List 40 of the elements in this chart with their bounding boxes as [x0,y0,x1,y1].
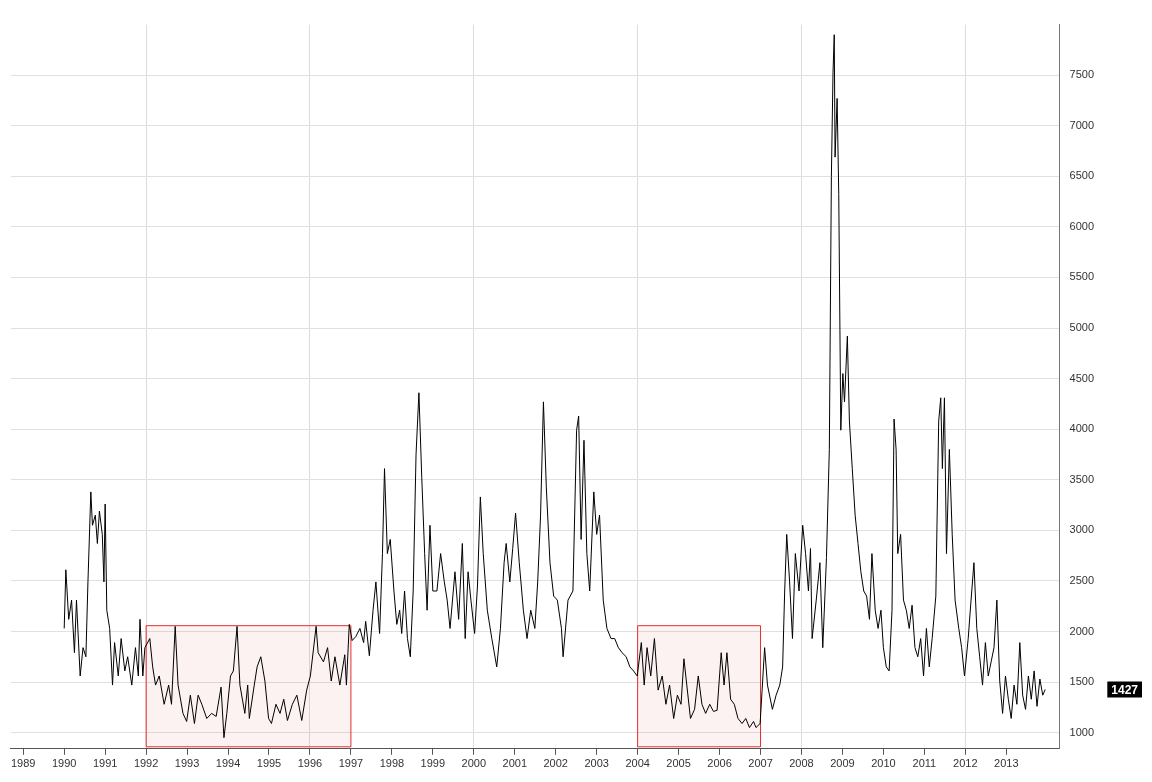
y-tick-label: 4500 [1069,371,1095,384]
x-tick-label: 2006 [707,757,732,770]
x-tick-label: 1995 [256,757,282,770]
x-tick-label: 2002 [543,757,568,770]
y-tick-label: 2500 [1069,573,1095,586]
y-tick-label: 7000 [1069,118,1095,131]
x-tick-label: 1993 [174,757,200,770]
y-tick-label: 7500 [1069,68,1095,81]
x-tick-label: 2005 [666,757,691,770]
y-tick-label: 1000 [1069,725,1095,738]
x-tick-label: 2000 [461,757,487,770]
y-tick-label: 5500 [1069,270,1095,283]
x-tick-label: 1992 [133,757,159,770]
x-tick-label: 2008 [789,757,814,770]
x-tick-label: 2007 [748,757,773,770]
text: 1427 [1111,682,1139,697]
y-tick-label: 4000 [1069,422,1095,435]
x-tick-label: 1990 [51,757,77,770]
x-tick-label: 2010 [871,757,896,770]
x-tick-label: 2004 [625,757,650,770]
y-tick-label: 5000 [1069,321,1095,334]
x-tick-label: 1997 [338,757,364,770]
x-tick-label: 1999 [420,757,446,770]
x-tick-label: 1996 [297,757,323,770]
y-tick-label: 6000 [1069,219,1095,232]
y-tick-label: 3500 [1069,472,1095,485]
x-tick-label: 1994 [215,757,241,770]
x-tick-label: 2009 [830,757,855,770]
x-tick-label: 2001 [502,757,527,770]
x-tick-label: 2013 [994,757,1019,770]
x-tick-label: 2003 [584,757,609,770]
x-tick-label: 1989 [10,757,36,770]
x-tick-label: 1998 [379,757,405,770]
x-tick-label: 2012 [953,757,978,770]
y-tick-label: 1500 [1069,675,1095,688]
y-tick-label: 2000 [1069,624,1095,637]
y-tick-label: 6500 [1069,169,1095,182]
x-tick-label: 2011 [912,757,937,770]
x-tick-label: 1991 [92,757,118,770]
y-tick-label: 3000 [1069,523,1095,536]
